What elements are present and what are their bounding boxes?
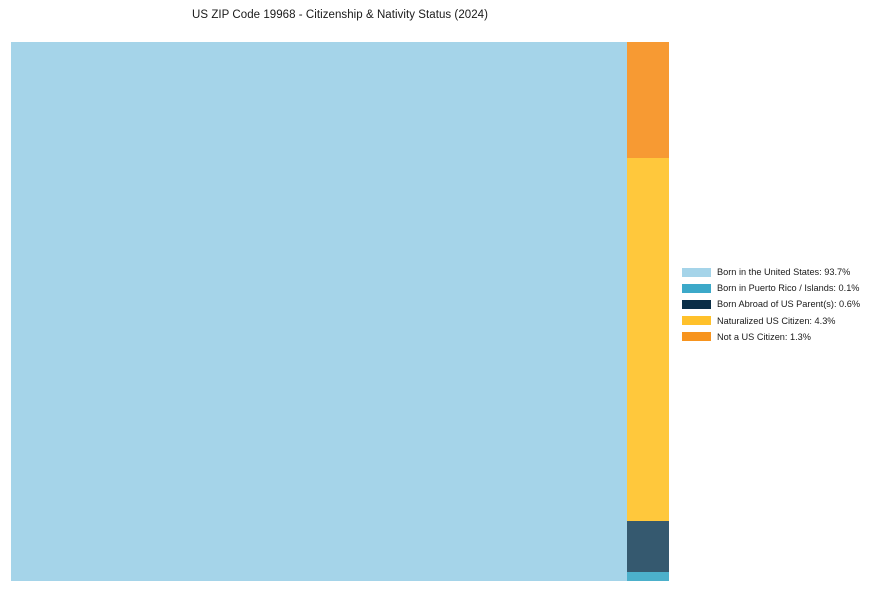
legend-color-swatch: [682, 267, 711, 277]
legend-item[interactable]: Naturalized US Citizen: 4.3%: [682, 313, 882, 329]
treemap-plot-area: Born in the United StatesNot a US Citize…: [11, 42, 669, 581]
legend-item-label: Born in Puerto Rico / Islands: 0.1%: [717, 283, 860, 294]
legend-color-swatch: [682, 283, 711, 293]
treemap-tile[interactable]: Born in the United States: [11, 42, 628, 581]
legend-item[interactable]: Not a US Citizen: 1.3%: [682, 329, 882, 345]
legend-item-label: Naturalized US Citizen: 4.3%: [717, 315, 836, 326]
legend-item[interactable]: Born in the United States: 93.7%: [682, 264, 882, 280]
treemap-tile[interactable]: Born in Puerto Rico / Islands: [627, 571, 669, 581]
legend-item-label: Not a US Citizen: 1.3%: [717, 331, 811, 342]
treemap-tile[interactable]: Not a US Citizen: [627, 42, 669, 158]
legend-color-swatch: [682, 332, 711, 342]
legend-item-label: Born Abroad of US Parent(s): 0.6%: [717, 299, 860, 310]
legend-color-swatch: [682, 299, 711, 309]
legend-item[interactable]: Born in Puerto Rico / Islands: 0.1%: [682, 280, 882, 296]
legend-color-swatch: [682, 316, 711, 326]
treemap-tile[interactable]: Born Abroad of US Parent(s): [627, 521, 669, 572]
page-title: US ZIP Code 19968 - Citizenship & Nativi…: [192, 9, 488, 21]
legend-item-label: Born in the United States: 93.7%: [717, 267, 851, 278]
treemap-tile[interactable]: Naturalized US Citizen: [627, 157, 669, 521]
chart-legend: Born in the United States: 93.7% Born in …: [682, 264, 882, 345]
legend-item[interactable]: Born Abroad of US Parent(s): 0.6%: [682, 296, 882, 312]
